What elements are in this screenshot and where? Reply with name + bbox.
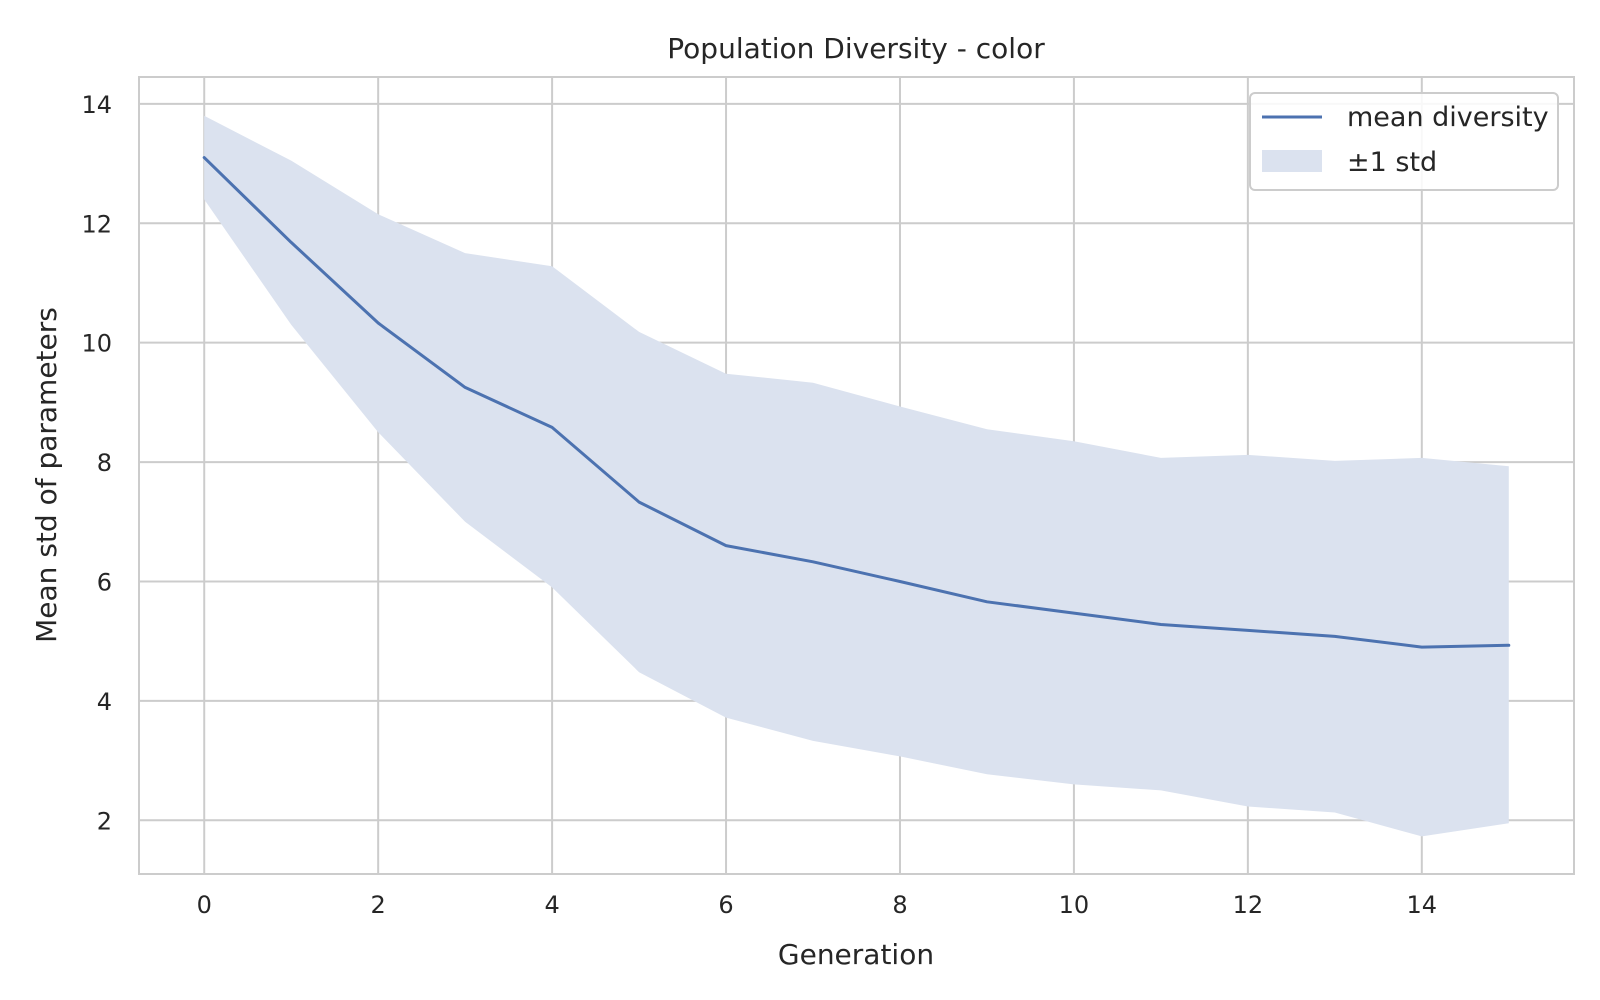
x-tick-label-8: 8 [892, 891, 907, 919]
legend: mean diversity ±1 std [1249, 92, 1559, 191]
plot-frame [138, 76, 1575, 875]
y-tick-label-10: 10 [81, 330, 112, 358]
y-tick-label-12: 12 [81, 210, 112, 238]
chart-title: Population Diversity - color [667, 32, 1045, 65]
y-tick-label-2: 2 [97, 807, 112, 835]
y-tick-label-14: 14 [81, 91, 112, 119]
series-line-mean-diversity [202, 156, 1511, 649]
x-tick-label-2: 2 [371, 891, 386, 919]
x-tick-label-4: 4 [544, 891, 559, 919]
x-tick-label-14: 14 [1407, 891, 1438, 919]
y-axis-title: Mean std of parameters [30, 307, 63, 643]
y-tick-label-6: 6 [97, 568, 112, 596]
x-axis-title: Generation [778, 938, 934, 971]
legend-label-std-band: ±1 std [1347, 147, 1437, 178]
legend-swatch-std-band [1262, 150, 1322, 172]
y-tick-label-4: 4 [97, 688, 112, 716]
y-tick-labels: 2 4 6 8 10 12 14 [81, 91, 112, 835]
legend-label-mean-diversity: mean diversity [1347, 102, 1549, 133]
legend-box [1249, 92, 1559, 191]
x-tick-label-6: 6 [718, 891, 733, 919]
mean-line-layer [202, 156, 1511, 649]
std-band-layer [204, 115, 1509, 837]
x-tick-label-10: 10 [1059, 891, 1090, 919]
x-tick-labels: 0 2 4 6 8 10 12 14 [197, 891, 1437, 919]
x-tick-label-0: 0 [197, 891, 212, 919]
std-band [204, 115, 1509, 837]
y-tick-label-8: 8 [97, 449, 112, 477]
x-tick-label-12: 12 [1233, 891, 1264, 919]
